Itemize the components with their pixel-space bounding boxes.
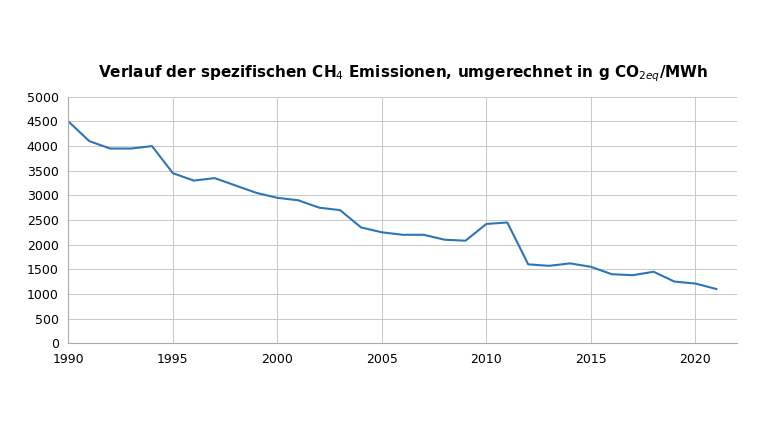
Title: Verlauf der spezifischen CH$_4$ Emissionen, umgerechnet in g CO$_{2eq}$/MWh: Verlauf der spezifischen CH$_4$ Emission… — [97, 63, 708, 84]
